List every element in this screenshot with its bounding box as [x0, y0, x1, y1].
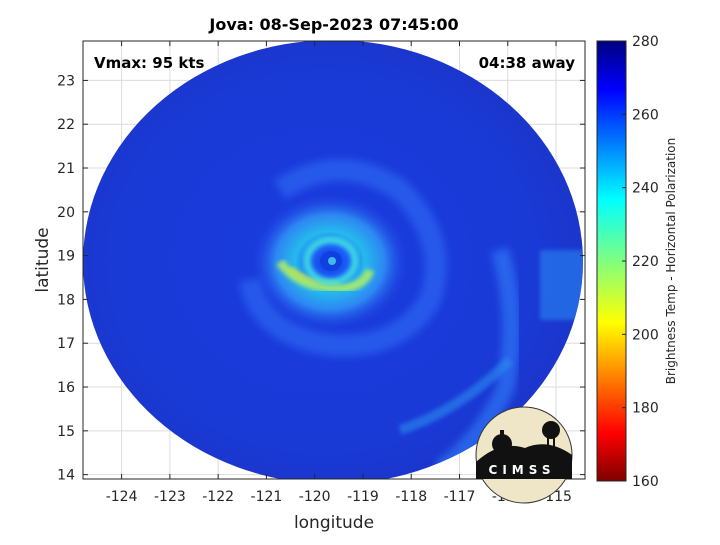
y-tick-label: 19 [57, 249, 75, 265]
colorbar-tick-label: 200 [632, 327, 659, 343]
colorbar-tick-label: 260 [632, 107, 659, 123]
time-away-label: 04:38 away [479, 54, 576, 72]
eye-ring [303, 236, 359, 286]
colorbar-tick-label: 240 [632, 181, 659, 197]
cold-arc [276, 259, 375, 293]
x-tick-label: -120 [299, 489, 331, 505]
y-tick-label: 21 [57, 161, 75, 177]
plot-border [82, 40, 586, 480]
x-tick-label: -119 [347, 489, 379, 505]
x-tick-label: -118 [395, 489, 427, 505]
colorbar-label: Brightness Temp - Horizontal Polarizatio… [664, 138, 678, 385]
cimss-logo: CIMSS [475, 406, 573, 504]
y-tick-label: 14 [57, 468, 75, 484]
y-axis-label: latitude [33, 227, 53, 292]
logo-text: CIMSS [489, 463, 556, 477]
water-tower-icon [542, 421, 560, 439]
colorbar-tick-label: 160 [632, 474, 659, 490]
rainband-east [434, 247, 521, 478]
colorbar-tick-label: 220 [632, 254, 659, 270]
x-tick-label: -124 [106, 489, 138, 505]
colorbar-tick-label: 180 [632, 401, 659, 417]
colorbar [596, 40, 627, 482]
y-tick-label: 20 [57, 205, 75, 221]
satellite-dish-icon [492, 434, 512, 454]
chart-title: Jova: 08-Sep-2023 07:45:00 [208, 15, 458, 34]
y-tick-label: 23 [57, 73, 75, 89]
x-tick-label: -117 [444, 489, 476, 505]
x-tick-label: -122 [202, 489, 234, 505]
y-tick-label: 16 [57, 380, 75, 396]
y-tick-label: 22 [57, 117, 75, 133]
y-tick-label: 15 [57, 424, 75, 440]
vmax-label: Vmax: 95 kts [94, 54, 204, 72]
x-axis-label: longitude [294, 513, 374, 533]
x-tick-label: -123 [154, 489, 186, 505]
rainband-southeast [398, 356, 514, 435]
y-tick-label: 18 [57, 292, 75, 308]
colorbar-tick-label: 280 [632, 34, 659, 50]
swath-edge-east [540, 250, 583, 320]
eye-center [328, 257, 336, 265]
colorbar-ticks: 160 180 200 220 240 260 280 [622, 34, 659, 490]
y-axis-ticks: 14 15 16 17 18 19 20 21 22 23 [57, 73, 585, 484]
microwave-swath [83, 41, 583, 479]
y-tick-label: 17 [57, 336, 75, 352]
x-tick-label: -121 [251, 489, 283, 505]
spiral-band-outer [239, 159, 447, 357]
